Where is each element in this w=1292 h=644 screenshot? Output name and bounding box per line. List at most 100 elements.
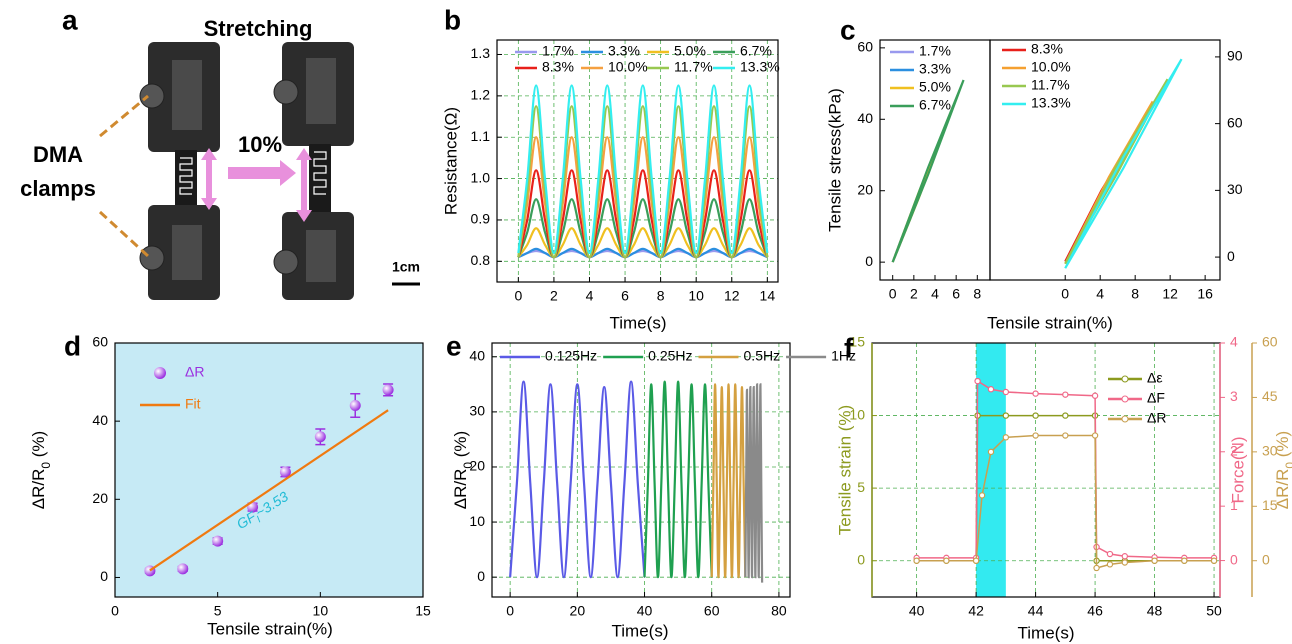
x-tick-label: 16 (1197, 286, 1213, 302)
x-tick-label: 8 (1131, 286, 1139, 302)
y-tick-label: 4 (1230, 334, 1238, 350)
y-tick-label: 15 (849, 334, 865, 350)
y2-axis-label: Force(N) (1228, 436, 1247, 503)
knob (139, 245, 165, 271)
legend-label: ΔR (185, 364, 204, 380)
legend-label: 5.0% (919, 79, 951, 95)
label-part: (%) (451, 431, 470, 462)
x-axis-label: Time(s) (612, 621, 669, 640)
series-line (517, 136, 769, 259)
marker (1002, 412, 1010, 419)
y-tick-label: 30 (1262, 443, 1278, 459)
x-tick-label: 12 (1162, 286, 1178, 302)
y-tick-label: 0 (857, 551, 865, 567)
y-tick-label: 40 (92, 412, 108, 428)
panel-label: a (62, 4, 78, 35)
y-tick-label: 0 (1262, 551, 1270, 567)
x-tick-label: 8 (973, 286, 981, 302)
label-part: 0 (461, 462, 475, 469)
y-tick-label: 45 (1262, 388, 1278, 404)
marker (1106, 550, 1114, 558)
x-tick-label: 20 (570, 603, 586, 619)
x-tick-label: 44 (1028, 603, 1044, 619)
marker (913, 557, 920, 564)
legend-label: 11.7% (1031, 77, 1070, 93)
series-line (517, 198, 769, 259)
transition-arrow (228, 160, 296, 186)
scale-label: 1cm (392, 259, 420, 275)
clamp-right (273, 42, 354, 300)
marker (1062, 412, 1069, 419)
series-line (509, 380, 646, 579)
x-tick-label: 10 (313, 603, 329, 619)
marker (1121, 559, 1129, 566)
y-tick-label: 60 (92, 334, 108, 350)
y-tick-label: 5 (857, 479, 865, 495)
pointer-line (99, 94, 149, 138)
legend-label: 10.0% (1031, 59, 1071, 75)
strain-label: 10% (238, 132, 282, 157)
photo-panel: a Stretching DMA clamps 10% 1cm (20, 4, 422, 300)
marker (1106, 561, 1114, 568)
data-point (314, 431, 326, 443)
series-line (1064, 58, 1183, 269)
stretch-arrow (201, 148, 217, 210)
x-axis-label: Tensile strain(%) (987, 313, 1113, 332)
series-line (517, 105, 769, 259)
marker (1062, 432, 1069, 439)
y-tick-label: 60 (1262, 334, 1278, 350)
marker (972, 557, 980, 564)
x-tick-label: 4 (1096, 286, 1104, 302)
legend-label: 1.7% (919, 43, 951, 59)
x-tick-label: 50 (1206, 603, 1222, 619)
clamp-left (139, 42, 220, 300)
y-tick-label: 90 (1227, 48, 1243, 64)
legend-marker (1121, 395, 1129, 403)
marker (974, 377, 981, 385)
data-point (279, 466, 291, 478)
y-tick-label: 20 (857, 181, 873, 197)
legend-label: 0.25Hz (648, 348, 692, 364)
legend-label: 8.3% (1031, 41, 1063, 57)
plot-frame (491, 342, 791, 598)
y-tick-label: 1 (1230, 497, 1238, 513)
y-tick-label: 60 (857, 39, 873, 55)
marker (1093, 564, 1100, 572)
y-tick-label: 0.8 (471, 252, 491, 268)
y-tick-label: 30 (1227, 181, 1243, 197)
y-axis-label: Resistance(Ω) (441, 107, 460, 215)
legend-label: 1.7% (542, 43, 574, 59)
specimen (175, 150, 197, 210)
legend-label: 6.7% (740, 43, 772, 59)
marker (1210, 557, 1218, 564)
series-line (710, 383, 747, 579)
clamp-face (306, 58, 336, 124)
y-tick-label: 3 (1230, 388, 1238, 404)
legend-label: 3.3% (608, 43, 640, 59)
x-tick-label: 8 (657, 288, 665, 304)
x-tick-label: 6 (621, 288, 629, 304)
y-tick-label: 0 (1230, 551, 1238, 567)
y-tick-label: 1.0 (471, 169, 491, 185)
series-line (891, 79, 965, 263)
knob (273, 249, 299, 275)
annotation: DMA (33, 142, 83, 167)
data-point (349, 400, 361, 412)
sensor-pattern (313, 151, 327, 195)
series-line (517, 84, 769, 255)
legend-label: 13.3% (1031, 95, 1071, 111)
marker (1002, 388, 1010, 396)
marker (1032, 432, 1039, 439)
x-tick-label: 0 (506, 603, 514, 619)
x-tick-label: 0 (1061, 286, 1069, 302)
y-tick-label: 1.2 (471, 87, 491, 103)
plot-background (115, 343, 423, 597)
y-tick-label: 10 (469, 513, 485, 529)
panel-label: d (64, 330, 81, 361)
knob (139, 83, 165, 109)
y-axis-label: Tensile stress(kPa) (825, 88, 844, 232)
x-tick-label: 80 (771, 603, 787, 619)
data-point (212, 535, 224, 547)
x-tick-label: 48 (1147, 603, 1163, 619)
